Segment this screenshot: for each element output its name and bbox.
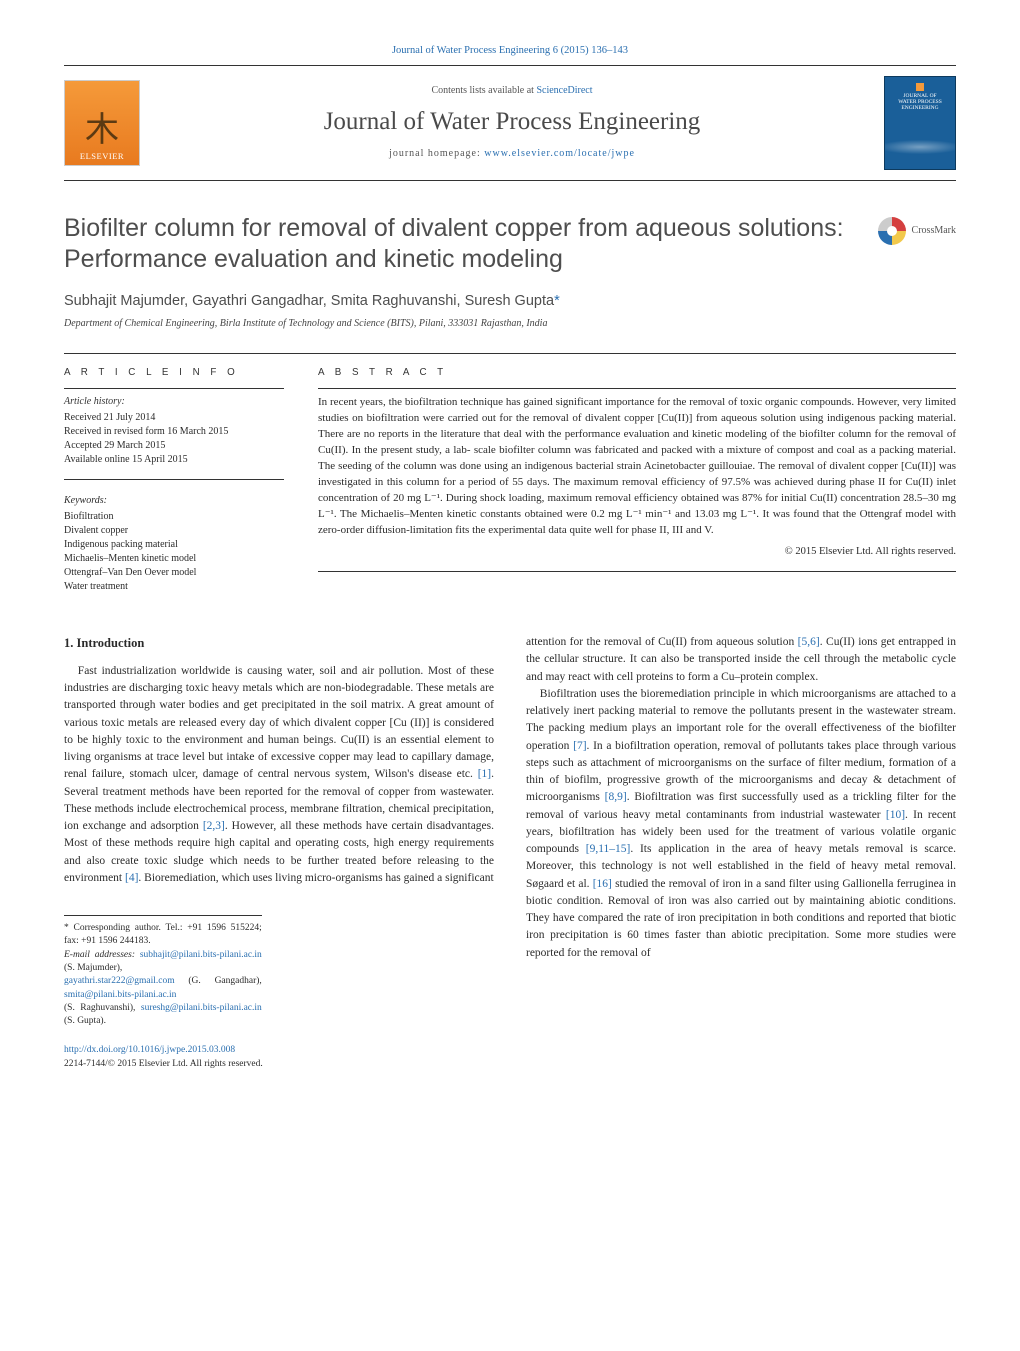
authors-text: Subhajit Majumder, Gayathri Gangadhar, S… bbox=[64, 293, 554, 309]
article-info-column: A R T I C L E I N F O Article history: R… bbox=[64, 366, 284, 594]
corresponding-author-marker[interactable]: * bbox=[554, 293, 560, 309]
para-right-2: Biofiltration uses the bioremediation pr… bbox=[526, 686, 956, 962]
issn-line: 2214-7144/© 2015 Elsevier Ltd. All right… bbox=[64, 1059, 263, 1069]
header-center: Contents lists available at ScienceDirec… bbox=[156, 84, 868, 161]
history-received: Received 21 July 2014 bbox=[64, 411, 284, 425]
keyword: Water treatment bbox=[64, 580, 284, 594]
contents-prefix: Contents lists available at bbox=[431, 85, 536, 96]
cite-10[interactable]: [10] bbox=[886, 809, 905, 821]
article-title: Biofilter column for removal of divalent… bbox=[64, 213, 844, 276]
cite-7[interactable]: [7] bbox=[573, 740, 586, 752]
cover-text: JOURNAL OF WATER PROCESS ENGINEERING bbox=[898, 93, 942, 111]
elsevier-tree-icon: ⽊ bbox=[85, 114, 119, 148]
cite-1[interactable]: [1] bbox=[478, 768, 491, 780]
email-1[interactable]: subhajit@pilani.bits-pilani.ac.in bbox=[140, 950, 262, 960]
keyword: Indigenous packing material bbox=[64, 538, 284, 552]
keyword: Michaelis–Menten kinetic model bbox=[64, 552, 284, 566]
crossmark-icon bbox=[878, 217, 906, 245]
affiliation: Department of Chemical Engineering, Birl… bbox=[64, 317, 956, 331]
cite-4[interactable]: [4] bbox=[125, 872, 138, 884]
text: attention for the removal of Cu(II) from… bbox=[526, 636, 798, 648]
sciencedirect-link[interactable]: ScienceDirect bbox=[536, 85, 592, 96]
abstract-heading: A B S T R A C T bbox=[318, 366, 956, 380]
email-2[interactable]: gayathri.star222@gmail.com bbox=[64, 976, 175, 986]
email-3[interactable]: smita@pilani.bits-pilani.ac.in bbox=[64, 990, 176, 1000]
journal-cover-thumb: JOURNAL OF WATER PROCESS ENGINEERING bbox=[884, 76, 956, 170]
abstract-copyright: © 2015 Elsevier Ltd. All rights reserved… bbox=[318, 545, 956, 560]
contents-line: Contents lists available at ScienceDirec… bbox=[156, 84, 868, 98]
cite-9-11-15[interactable]: [9,11–15] bbox=[586, 843, 631, 855]
rule-info bbox=[64, 388, 284, 389]
cite-16[interactable]: [16] bbox=[593, 878, 612, 890]
authors-line: Subhajit Majumder, Gayathri Gangadhar, S… bbox=[64, 291, 956, 311]
doi-link[interactable]: http://dx.doi.org/10.1016/j.jwpe.2015.03… bbox=[64, 1045, 235, 1055]
journal-title: Journal of Water Process Engineering bbox=[156, 104, 868, 139]
body-column-left: 1. Introduction Fast industrialization w… bbox=[64, 634, 494, 1071]
journal-header-band: ⽊ ELSEVIER Contents lists available at S… bbox=[64, 65, 956, 181]
rule-abstract-end bbox=[318, 571, 956, 572]
crossmark-label: CrossMark bbox=[912, 224, 956, 238]
email-4[interactable]: sureshg@pilani.bits-pilani.ac.in bbox=[141, 1003, 262, 1013]
homepage-link[interactable]: www.elsevier.com/locate/jwpe bbox=[484, 148, 635, 159]
name-3: (S. Raghuvanshi), bbox=[64, 1003, 141, 1013]
keywords-heading: Keywords: bbox=[64, 494, 284, 508]
cover-line3: ENGINEERING bbox=[901, 105, 938, 111]
para-left-1: Fast industrialization worldwide is caus… bbox=[64, 663, 494, 887]
elsevier-logo: ⽊ ELSEVIER bbox=[64, 80, 140, 166]
rule-abstract bbox=[318, 388, 956, 389]
history-online: Available online 15 April 2015 bbox=[64, 453, 284, 467]
article-history-heading: Article history: bbox=[64, 395, 284, 409]
email-label: E-mail addresses: bbox=[64, 950, 140, 960]
doi-block: http://dx.doi.org/10.1016/j.jwpe.2015.03… bbox=[64, 1043, 494, 1072]
section-1-title: 1. Introduction bbox=[64, 634, 494, 653]
meta-abstract-row: A R T I C L E I N F O Article history: R… bbox=[64, 366, 956, 594]
cite-8-9[interactable]: [8,9] bbox=[605, 791, 627, 803]
homepage-label: journal homepage: bbox=[389, 148, 484, 159]
cover-wave-icon bbox=[885, 129, 955, 159]
text: . Bioremediation, which uses living micr… bbox=[138, 872, 493, 884]
cite-5-6[interactable]: [5,6] bbox=[798, 636, 820, 648]
cite-2-3[interactable]: [2,3] bbox=[203, 820, 225, 832]
name-2: (G. Gangadhar), bbox=[175, 976, 262, 986]
name-4: (S. Gupta). bbox=[64, 1016, 106, 1026]
article-info-heading: A R T I C L E I N F O bbox=[64, 366, 284, 380]
corresponding-author-footnote: * Corresponding author. Tel.: +91 1596 5… bbox=[64, 922, 262, 949]
journal-reference-link[interactable]: Journal of Water Process Engineering 6 (… bbox=[392, 45, 628, 56]
body-two-columns: 1. Introduction Fast industrialization w… bbox=[64, 634, 956, 1071]
email-addresses: E-mail addresses: subhajit@pilani.bits-p… bbox=[64, 949, 262, 1029]
footnotes-block: * Corresponding author. Tel.: +91 1596 5… bbox=[64, 915, 262, 1028]
abstract-column: A B S T R A C T In recent years, the bio… bbox=[318, 366, 956, 594]
name-1: (S. Majumder), bbox=[64, 963, 122, 973]
crossmark-badge[interactable]: CrossMark bbox=[878, 217, 956, 245]
abstract-text: In recent years, the biofiltration techn… bbox=[318, 395, 956, 538]
para-right-1: attention for the removal of Cu(II) from… bbox=[526, 634, 956, 686]
journal-reference: Journal of Water Process Engineering 6 (… bbox=[64, 44, 956, 59]
keyword: Ottengraf–Van Den Oever model bbox=[64, 566, 284, 580]
history-accepted: Accepted 29 March 2015 bbox=[64, 439, 284, 453]
rule-history-end bbox=[64, 479, 284, 480]
elsevier-word: ELSEVIER bbox=[80, 151, 124, 163]
body-column-right: attention for the removal of Cu(II) from… bbox=[526, 634, 956, 1071]
keyword: Divalent copper bbox=[64, 524, 284, 538]
rule-top bbox=[64, 353, 956, 354]
text: Fast industrialization worldwide is caus… bbox=[64, 665, 494, 781]
homepage-line: journal homepage: www.elsevier.com/locat… bbox=[156, 147, 868, 161]
cover-square-icon bbox=[916, 83, 924, 91]
history-revised: Received in revised form 16 March 2015 bbox=[64, 425, 284, 439]
keyword: Biofiltration bbox=[64, 510, 284, 524]
